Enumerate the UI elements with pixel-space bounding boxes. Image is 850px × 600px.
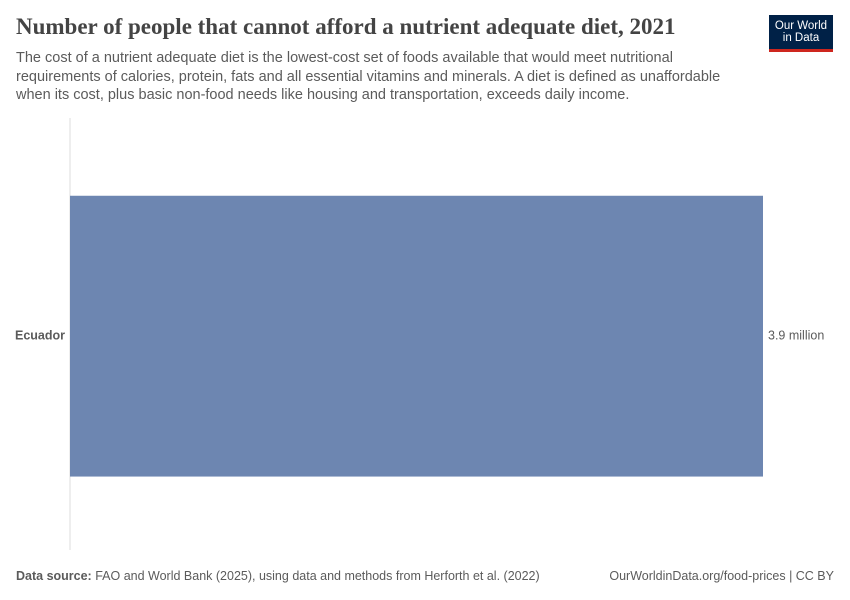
- source: Data source: FAO and World Bank (2025), …: [16, 569, 540, 583]
- source-url[interactable]: OurWorldinData.org/food-prices | CC BY: [609, 569, 834, 583]
- chart-subtitle: The cost of a nutrient adequate diet is …: [16, 50, 721, 103]
- category-label: Ecuador: [15, 328, 65, 342]
- value-label: 3.9 million: [768, 328, 824, 342]
- source-label: Data source:: [16, 569, 92, 583]
- logo-line: in Data: [782, 32, 820, 44]
- logo-line: Our World: [774, 20, 828, 32]
- bar: [70, 195, 763, 477]
- chart-title: Number of people that cannot afford a nu…: [16, 14, 676, 39]
- logo[interactable]: Our World in Data: [769, 15, 833, 52]
- source-text: FAO and World Bank (2025), using data an…: [95, 569, 540, 583]
